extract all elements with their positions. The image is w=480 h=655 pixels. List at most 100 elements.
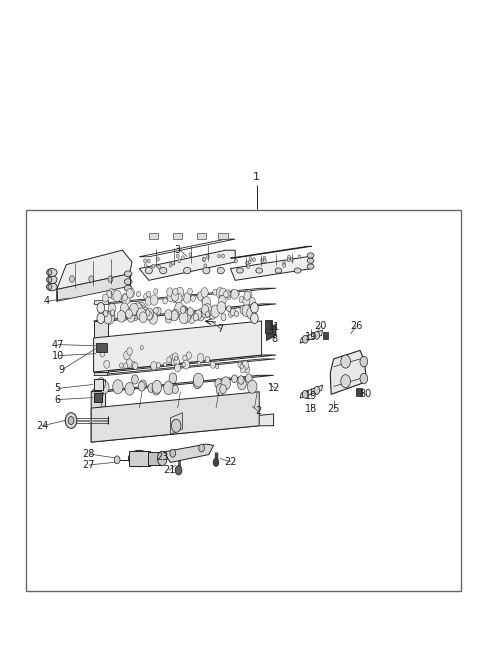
Circle shape — [104, 360, 110, 368]
Text: 47: 47 — [51, 339, 64, 350]
Circle shape — [113, 290, 121, 301]
Ellipse shape — [294, 268, 301, 273]
Circle shape — [130, 310, 134, 316]
Circle shape — [183, 355, 187, 361]
Circle shape — [240, 305, 247, 314]
Circle shape — [181, 313, 188, 322]
Circle shape — [65, 413, 77, 428]
Circle shape — [246, 261, 249, 265]
Circle shape — [126, 289, 133, 298]
Circle shape — [171, 309, 179, 320]
Circle shape — [288, 255, 290, 259]
Circle shape — [248, 311, 252, 318]
Polygon shape — [94, 300, 108, 304]
Bar — [173, 233, 182, 239]
Polygon shape — [94, 304, 276, 321]
Polygon shape — [94, 355, 276, 372]
Polygon shape — [266, 324, 276, 341]
Text: 28: 28 — [83, 449, 95, 459]
Circle shape — [148, 384, 155, 392]
Circle shape — [139, 380, 146, 390]
Polygon shape — [330, 350, 366, 394]
Ellipse shape — [217, 267, 225, 274]
Circle shape — [264, 259, 266, 263]
Ellipse shape — [47, 269, 57, 276]
Circle shape — [263, 256, 266, 260]
Polygon shape — [57, 250, 132, 290]
Circle shape — [341, 355, 350, 368]
Text: 20: 20 — [314, 321, 327, 331]
Circle shape — [202, 307, 209, 318]
Circle shape — [239, 296, 244, 303]
Circle shape — [100, 381, 109, 394]
Circle shape — [181, 310, 191, 323]
Polygon shape — [139, 250, 235, 280]
Text: 19: 19 — [305, 391, 317, 402]
Circle shape — [112, 290, 116, 295]
Circle shape — [248, 260, 251, 264]
Circle shape — [124, 351, 130, 360]
Polygon shape — [163, 444, 214, 462]
Circle shape — [128, 288, 134, 297]
Circle shape — [103, 310, 108, 317]
Polygon shape — [94, 321, 108, 372]
Bar — [356, 388, 362, 396]
Text: 18: 18 — [305, 404, 317, 415]
Circle shape — [120, 303, 129, 314]
Text: 27: 27 — [83, 460, 95, 470]
Circle shape — [203, 257, 205, 261]
Circle shape — [122, 294, 127, 301]
Circle shape — [212, 305, 219, 316]
Circle shape — [137, 308, 146, 320]
Text: 21: 21 — [163, 465, 175, 476]
Bar — [323, 332, 328, 339]
Circle shape — [246, 374, 252, 383]
Circle shape — [360, 356, 368, 367]
Circle shape — [89, 276, 94, 282]
Circle shape — [138, 382, 145, 391]
Circle shape — [198, 309, 204, 316]
Polygon shape — [230, 257, 312, 280]
Circle shape — [179, 293, 183, 300]
Circle shape — [68, 417, 74, 424]
Circle shape — [102, 294, 108, 302]
Circle shape — [139, 312, 147, 323]
Circle shape — [117, 310, 126, 322]
Circle shape — [175, 356, 178, 360]
Ellipse shape — [184, 267, 191, 274]
Circle shape — [220, 384, 227, 394]
Circle shape — [172, 385, 179, 394]
Circle shape — [122, 314, 126, 321]
Circle shape — [146, 311, 152, 320]
Circle shape — [145, 310, 150, 316]
Text: 6: 6 — [55, 394, 60, 405]
Circle shape — [170, 310, 178, 321]
Circle shape — [244, 291, 251, 300]
Circle shape — [211, 305, 220, 318]
Polygon shape — [300, 330, 323, 343]
Text: 2: 2 — [255, 406, 262, 417]
Circle shape — [173, 288, 178, 295]
Circle shape — [151, 362, 157, 370]
Circle shape — [139, 311, 145, 320]
Circle shape — [172, 353, 178, 361]
Circle shape — [290, 257, 293, 261]
Circle shape — [240, 365, 246, 373]
Polygon shape — [91, 392, 259, 442]
Circle shape — [167, 292, 174, 301]
Circle shape — [154, 289, 158, 294]
Circle shape — [221, 377, 230, 390]
Text: 3: 3 — [175, 245, 180, 255]
Ellipse shape — [256, 268, 263, 273]
Circle shape — [181, 256, 184, 260]
Circle shape — [114, 456, 120, 464]
Text: 23: 23 — [156, 452, 168, 462]
Circle shape — [133, 303, 143, 316]
Circle shape — [231, 290, 236, 295]
Circle shape — [205, 310, 210, 317]
Circle shape — [96, 378, 106, 390]
Polygon shape — [94, 321, 262, 372]
Circle shape — [183, 360, 190, 369]
Bar — [96, 343, 107, 352]
Circle shape — [208, 309, 216, 318]
